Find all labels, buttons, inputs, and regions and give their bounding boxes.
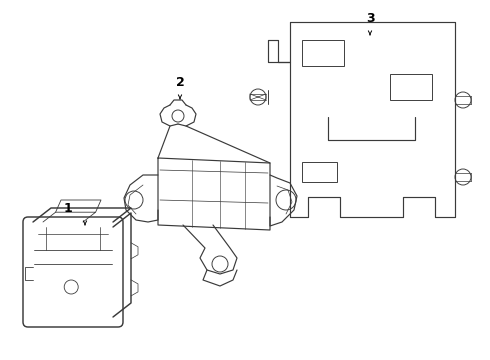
Bar	[302, 40, 344, 66]
Text: 2: 2	[175, 76, 184, 89]
Text: 3: 3	[366, 12, 374, 24]
Bar	[302, 162, 337, 182]
Text: 1: 1	[64, 202, 73, 215]
Bar	[390, 74, 432, 100]
